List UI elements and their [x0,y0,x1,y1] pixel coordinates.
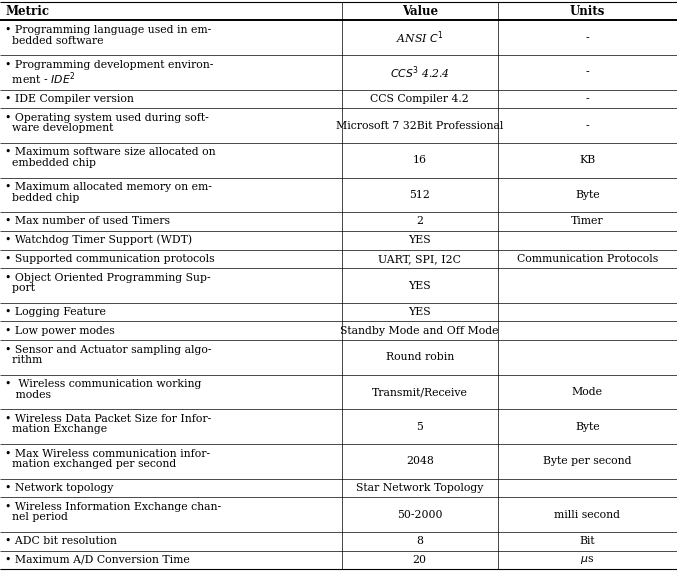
Text: • Wireless Information Exchange chan-: • Wireless Information Exchange chan- [5,502,221,512]
Text: KB: KB [580,155,595,165]
Text: CCS Compiler 4.2: CCS Compiler 4.2 [370,94,469,104]
Text: Metric: Metric [5,5,49,18]
Text: • Object Oriented Programming Sup-: • Object Oriented Programming Sup- [5,273,211,283]
Text: • Operating system used during soft-: • Operating system used during soft- [5,113,209,123]
Text: • ADC bit resolution: • ADC bit resolution [5,536,117,546]
Text: -: - [586,120,589,131]
Text: 16: 16 [413,155,427,165]
Text: • Programming language used in em-: • Programming language used in em- [5,25,212,35]
Text: Units: Units [569,5,605,18]
Text: YES: YES [408,235,431,245]
Text: • Low power modes: • Low power modes [5,326,115,336]
Text: • Supported communication protocols: • Supported communication protocols [5,254,215,264]
Text: bedded software: bedded software [5,35,104,46]
Text: rithm: rithm [5,355,43,365]
Text: Microsoft 7 32Bit Professional: Microsoft 7 32Bit Professional [336,120,504,131]
Text: Communication Protocols: Communication Protocols [517,254,658,264]
Text: 20: 20 [413,555,427,565]
Text: 8: 8 [416,536,423,546]
Text: embedded chip: embedded chip [5,158,96,168]
Text: • Watchdog Timer Support (WDT): • Watchdog Timer Support (WDT) [5,235,192,246]
Text: • Wireless Data Packet Size for Infor-: • Wireless Data Packet Size for Infor- [5,414,212,424]
Text: •  Wireless communication working: • Wireless communication working [5,379,202,389]
Text: Bit: Bit [580,536,595,546]
Text: $\mu$s: $\mu$s [580,554,594,566]
Text: ANSI $C^{1}$: ANSI $C^{1}$ [396,30,443,46]
Text: 512: 512 [410,190,430,200]
Text: • Maximum allocated memory on em-: • Maximum allocated memory on em- [5,182,213,192]
Text: • Sensor and Actuator sampling algo-: • Sensor and Actuator sampling algo- [5,345,212,355]
Text: ware development: ware development [5,123,114,134]
Text: mation exchanged per second: mation exchanged per second [5,459,177,469]
Text: • Max number of used Timers: • Max number of used Timers [5,216,171,227]
Text: • Max Wireless communication infor-: • Max Wireless communication infor- [5,449,211,459]
Text: Transmit/Receive: Transmit/Receive [372,387,468,397]
Text: • Network topology: • Network topology [5,483,114,493]
Text: • Maximum A/D Conversion Time: • Maximum A/D Conversion Time [5,555,190,565]
Text: • Maximum software size allocated on: • Maximum software size allocated on [5,147,216,158]
Text: nel period: nel period [5,512,68,522]
Text: YES: YES [408,307,431,317]
Text: mation Exchange: mation Exchange [5,424,108,435]
Text: UART, SPI, I2C: UART, SPI, I2C [378,254,461,264]
Text: ment - $IDE^{2}$: ment - $IDE^{2}$ [5,70,77,87]
Text: Byte: Byte [575,190,600,200]
Text: milli second: milli second [554,509,620,520]
Text: Mode: Mode [572,387,603,397]
Text: Byte: Byte [575,422,600,432]
Text: Standby Mode and Off Mode: Standby Mode and Off Mode [341,326,499,336]
Text: bedded chip: bedded chip [5,192,80,203]
Text: Byte per second: Byte per second [543,456,632,467]
Text: YES: YES [408,280,431,291]
Text: 5: 5 [416,422,423,432]
Text: Round robin: Round robin [386,352,454,363]
Text: Timer: Timer [571,216,604,227]
Text: -: - [586,94,589,104]
Text: -: - [586,33,589,43]
Text: port: port [5,283,35,293]
Text: • IDE Compiler version: • IDE Compiler version [5,94,134,104]
Text: Star Network Topology: Star Network Topology [356,483,483,493]
Text: 2: 2 [416,216,423,227]
Text: • Logging Feature: • Logging Feature [5,307,106,317]
Text: $CCS^{3}$ 4.2.4: $CCS^{3}$ 4.2.4 [390,64,450,81]
Text: modes: modes [5,390,51,400]
Text: • Programming development environ-: • Programming development environ- [5,59,214,70]
Text: 2048: 2048 [406,456,434,467]
Text: 50-2000: 50-2000 [397,509,443,520]
Text: Value: Value [401,5,438,18]
Text: -: - [586,67,589,77]
